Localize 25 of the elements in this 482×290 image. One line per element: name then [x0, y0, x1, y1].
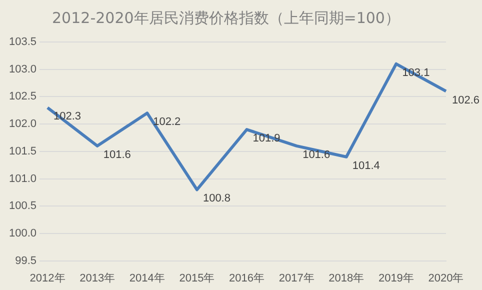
x-tick-label: 2012年 — [30, 272, 66, 284]
y-tick-label: 103.5 — [8, 36, 37, 48]
x-tick-label: 2015年 — [179, 272, 215, 284]
x-tick-label: 2020年 — [428, 272, 464, 284]
x-tick-label: 2014年 — [129, 272, 165, 284]
x-tick-label: 2018年 — [328, 272, 364, 284]
y-tick-label: 99.5 — [15, 254, 37, 267]
chart-title: 2012-2020年居民消费价格指数（上年同期=100） — [52, 8, 400, 27]
y-tick-label: 100.5 — [8, 200, 37, 212]
data-label: 100.8 — [202, 192, 230, 205]
data-label: 102.6 — [452, 94, 480, 106]
x-tick-label: 2019年 — [378, 272, 414, 284]
x-tick-label: 2013年 — [80, 272, 116, 284]
y-tick-label: 102.5 — [8, 90, 37, 103]
y-tick-label: 103.0 — [8, 63, 37, 76]
x-tick-label: 2017年 — [278, 272, 314, 284]
y-tick-label: 100.0 — [8, 227, 37, 240]
y-tick-label: 101.5 — [8, 145, 37, 158]
y-tick-label: 101.0 — [8, 172, 37, 185]
data-label: 102.2 — [153, 116, 181, 128]
x-tick-label: 2016年 — [229, 272, 265, 284]
data-label: 101.6 — [103, 148, 131, 161]
data-label: 101.4 — [352, 160, 380, 172]
data-label: 101.6 — [302, 148, 330, 161]
y-tick-label: 102.0 — [8, 118, 37, 130]
